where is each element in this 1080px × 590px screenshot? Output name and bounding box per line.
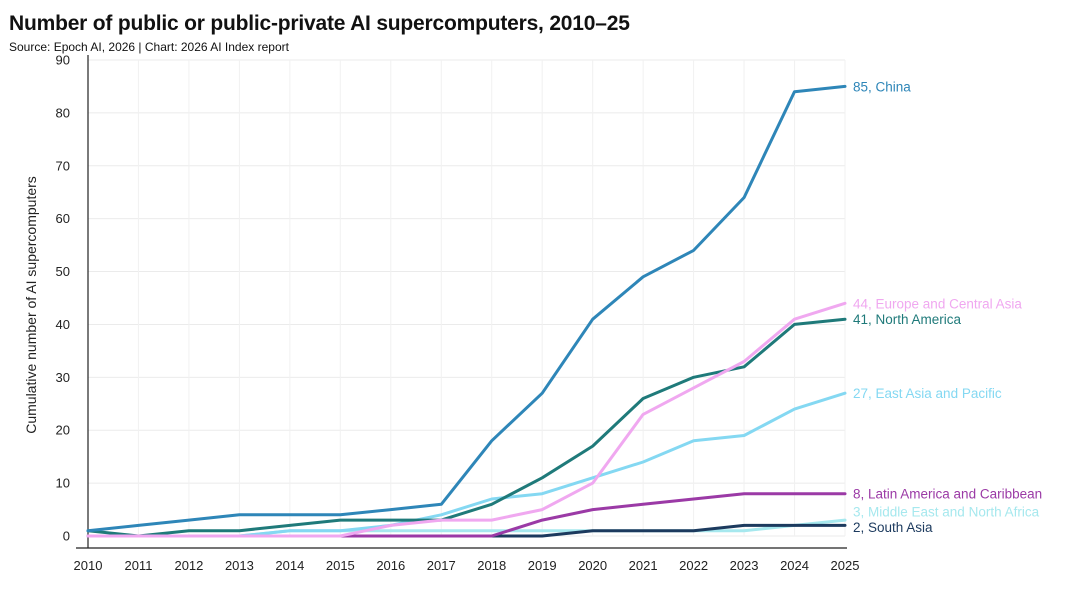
series-line-europe-and-central-asia <box>86 301 847 538</box>
chart-subtitle: Source: Epoch AI, 2026 | Chart: 2026 AI … <box>9 40 289 54</box>
y-tick-label: 10 <box>56 476 70 491</box>
y-tick-label: 80 <box>56 105 70 120</box>
chart-title: Number of public or public-private AI su… <box>9 12 630 35</box>
axes <box>76 55 847 549</box>
y-tick-label: 0 <box>63 529 70 544</box>
x-tick-label: 2019 <box>528 558 557 573</box>
x-tick-label: 2016 <box>376 558 405 573</box>
y-tick-label: 20 <box>56 423 70 438</box>
x-tick-label: 2015 <box>326 558 355 573</box>
end-label-south-asia: 2, South Asia <box>853 520 933 535</box>
end-label-north-america: 41, North America <box>853 312 962 327</box>
x-tick-label: 2017 <box>427 558 456 573</box>
end-label-latin-america-and-caribbean: 8, Latin America and Caribbean <box>853 487 1042 502</box>
series-line-north-america <box>86 317 847 538</box>
x-tick-label: 2011 <box>124 558 152 573</box>
x-tick-label: 2013 <box>225 558 254 573</box>
y-axis-label: Cumulative number of AI supercomputers <box>23 176 39 434</box>
series-line-east-asia-and-pacific <box>86 391 847 538</box>
x-tick-label: 2022 <box>679 558 708 573</box>
x-tick-label: 2012 <box>174 558 203 573</box>
x-tick-label: 2021 <box>629 558 658 573</box>
end-label-east-asia-and-pacific: 27, East Asia and Pacific <box>853 386 1002 401</box>
y-tick-label: 60 <box>56 211 70 226</box>
y-tick-label: 90 <box>56 53 70 68</box>
series-line-china <box>86 84 847 533</box>
y-tick-label: 50 <box>56 264 70 279</box>
grid-lines <box>87 59 846 537</box>
x-tick-label: 2010 <box>74 558 103 573</box>
x-tick-label: 2018 <box>477 558 506 573</box>
series-lines <box>86 84 847 538</box>
end-label-china: 85, China <box>853 79 911 94</box>
y-tick-labels: 0 10 20 30 40 50 60 70 80 90 <box>56 53 70 544</box>
x-tick-label: 2014 <box>275 558 304 573</box>
end-label-europe-and-central-asia: 44, Europe and Central Asia <box>853 296 1022 311</box>
y-tick-label: 70 <box>56 158 70 173</box>
x-tick-label: 2023 <box>730 558 759 573</box>
end-label-middle-east-and-north-africa: 3, Middle East and North Africa <box>853 505 1040 520</box>
x-tick-labels: 2010 2011 2012 2013 2014 2015 2016 2017 2018 2019… <box>74 558 860 573</box>
x-tick-label: 2025 <box>831 558 860 573</box>
x-tick-label: 2020 <box>578 558 607 573</box>
y-tick-label: 30 <box>56 370 70 385</box>
y-tick-label: 40 <box>56 317 70 332</box>
x-tick-label: 2024 <box>780 558 809 573</box>
